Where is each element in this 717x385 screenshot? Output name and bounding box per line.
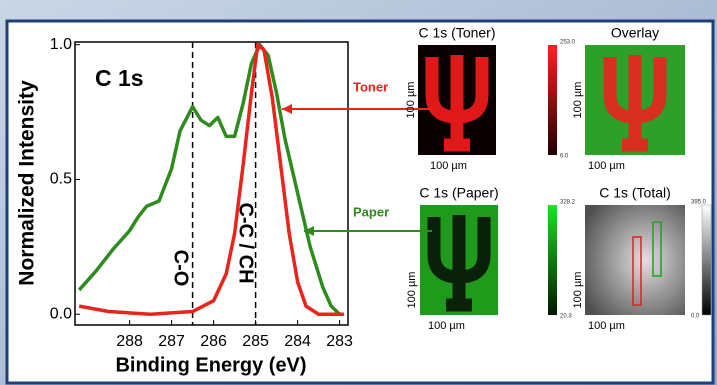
annotation: C-C / CH — [235, 202, 257, 283]
scale-label: 100 µm — [572, 272, 584, 309]
x-tick-label: 287 — [158, 333, 185, 350]
colorbar-label: 20.3 — [560, 314, 572, 320]
arrow-head — [304, 226, 314, 236]
y-tick-label: 0.0 — [50, 305, 72, 322]
x-tick-label: 286 — [200, 333, 227, 350]
panel-title: C 1s (Paper) — [419, 185, 498, 201]
colorbar — [548, 205, 557, 315]
x-axis-title: Binding Energy (eV) — [115, 354, 306, 376]
legend-label: Paper — [353, 204, 389, 219]
x-tick-label: 284 — [284, 333, 311, 350]
y-axis-title: Normalized Intensity — [16, 80, 39, 286]
annotation: C 1s — [95, 65, 144, 91]
colorbar-label: 6.0 — [560, 154, 569, 160]
x-tick-label: 283 — [326, 333, 353, 350]
scale-label: 100 µm — [430, 160, 467, 172]
y-tick-label: 0.5 — [50, 171, 72, 188]
series-line — [78, 42, 344, 316]
x-tick-label: 285 — [242, 333, 269, 350]
total-image — [585, 205, 685, 315]
panel-title: C 1s (Toner) — [418, 25, 495, 41]
annotation: C-O — [170, 250, 192, 287]
paper-image — [420, 205, 498, 315]
panel-title: Overlay — [611, 25, 659, 41]
x-tick-label: 288 — [116, 333, 143, 350]
panel-title: C 1s (Total) — [599, 185, 671, 201]
legend-label: Toner — [353, 79, 388, 94]
y-tick-label: 1.0 — [50, 36, 72, 53]
scale-label: 100 µm — [588, 320, 625, 332]
arrow-head — [282, 104, 292, 114]
toner-image — [418, 45, 496, 155]
scale-label: 100 µm — [428, 320, 465, 332]
scale-label: 100 µm — [405, 82, 417, 119]
colorbar-label: 253.0 — [560, 40, 576, 46]
colorbar-label: 395.0 — [691, 200, 707, 206]
scale-label: 100 µm — [588, 160, 625, 172]
colorbar — [701, 204, 712, 316]
scale-label: 100 µm — [572, 82, 584, 119]
colorbar-label: 328.2 — [560, 200, 576, 206]
colorbar-label: 0.0 — [691, 314, 700, 320]
colorbar — [548, 45, 557, 155]
scale-label: 100 µm — [406, 272, 418, 309]
series-line — [77, 42, 344, 316]
overlay-image — [585, 45, 685, 155]
plot-frame — [74, 41, 349, 326]
